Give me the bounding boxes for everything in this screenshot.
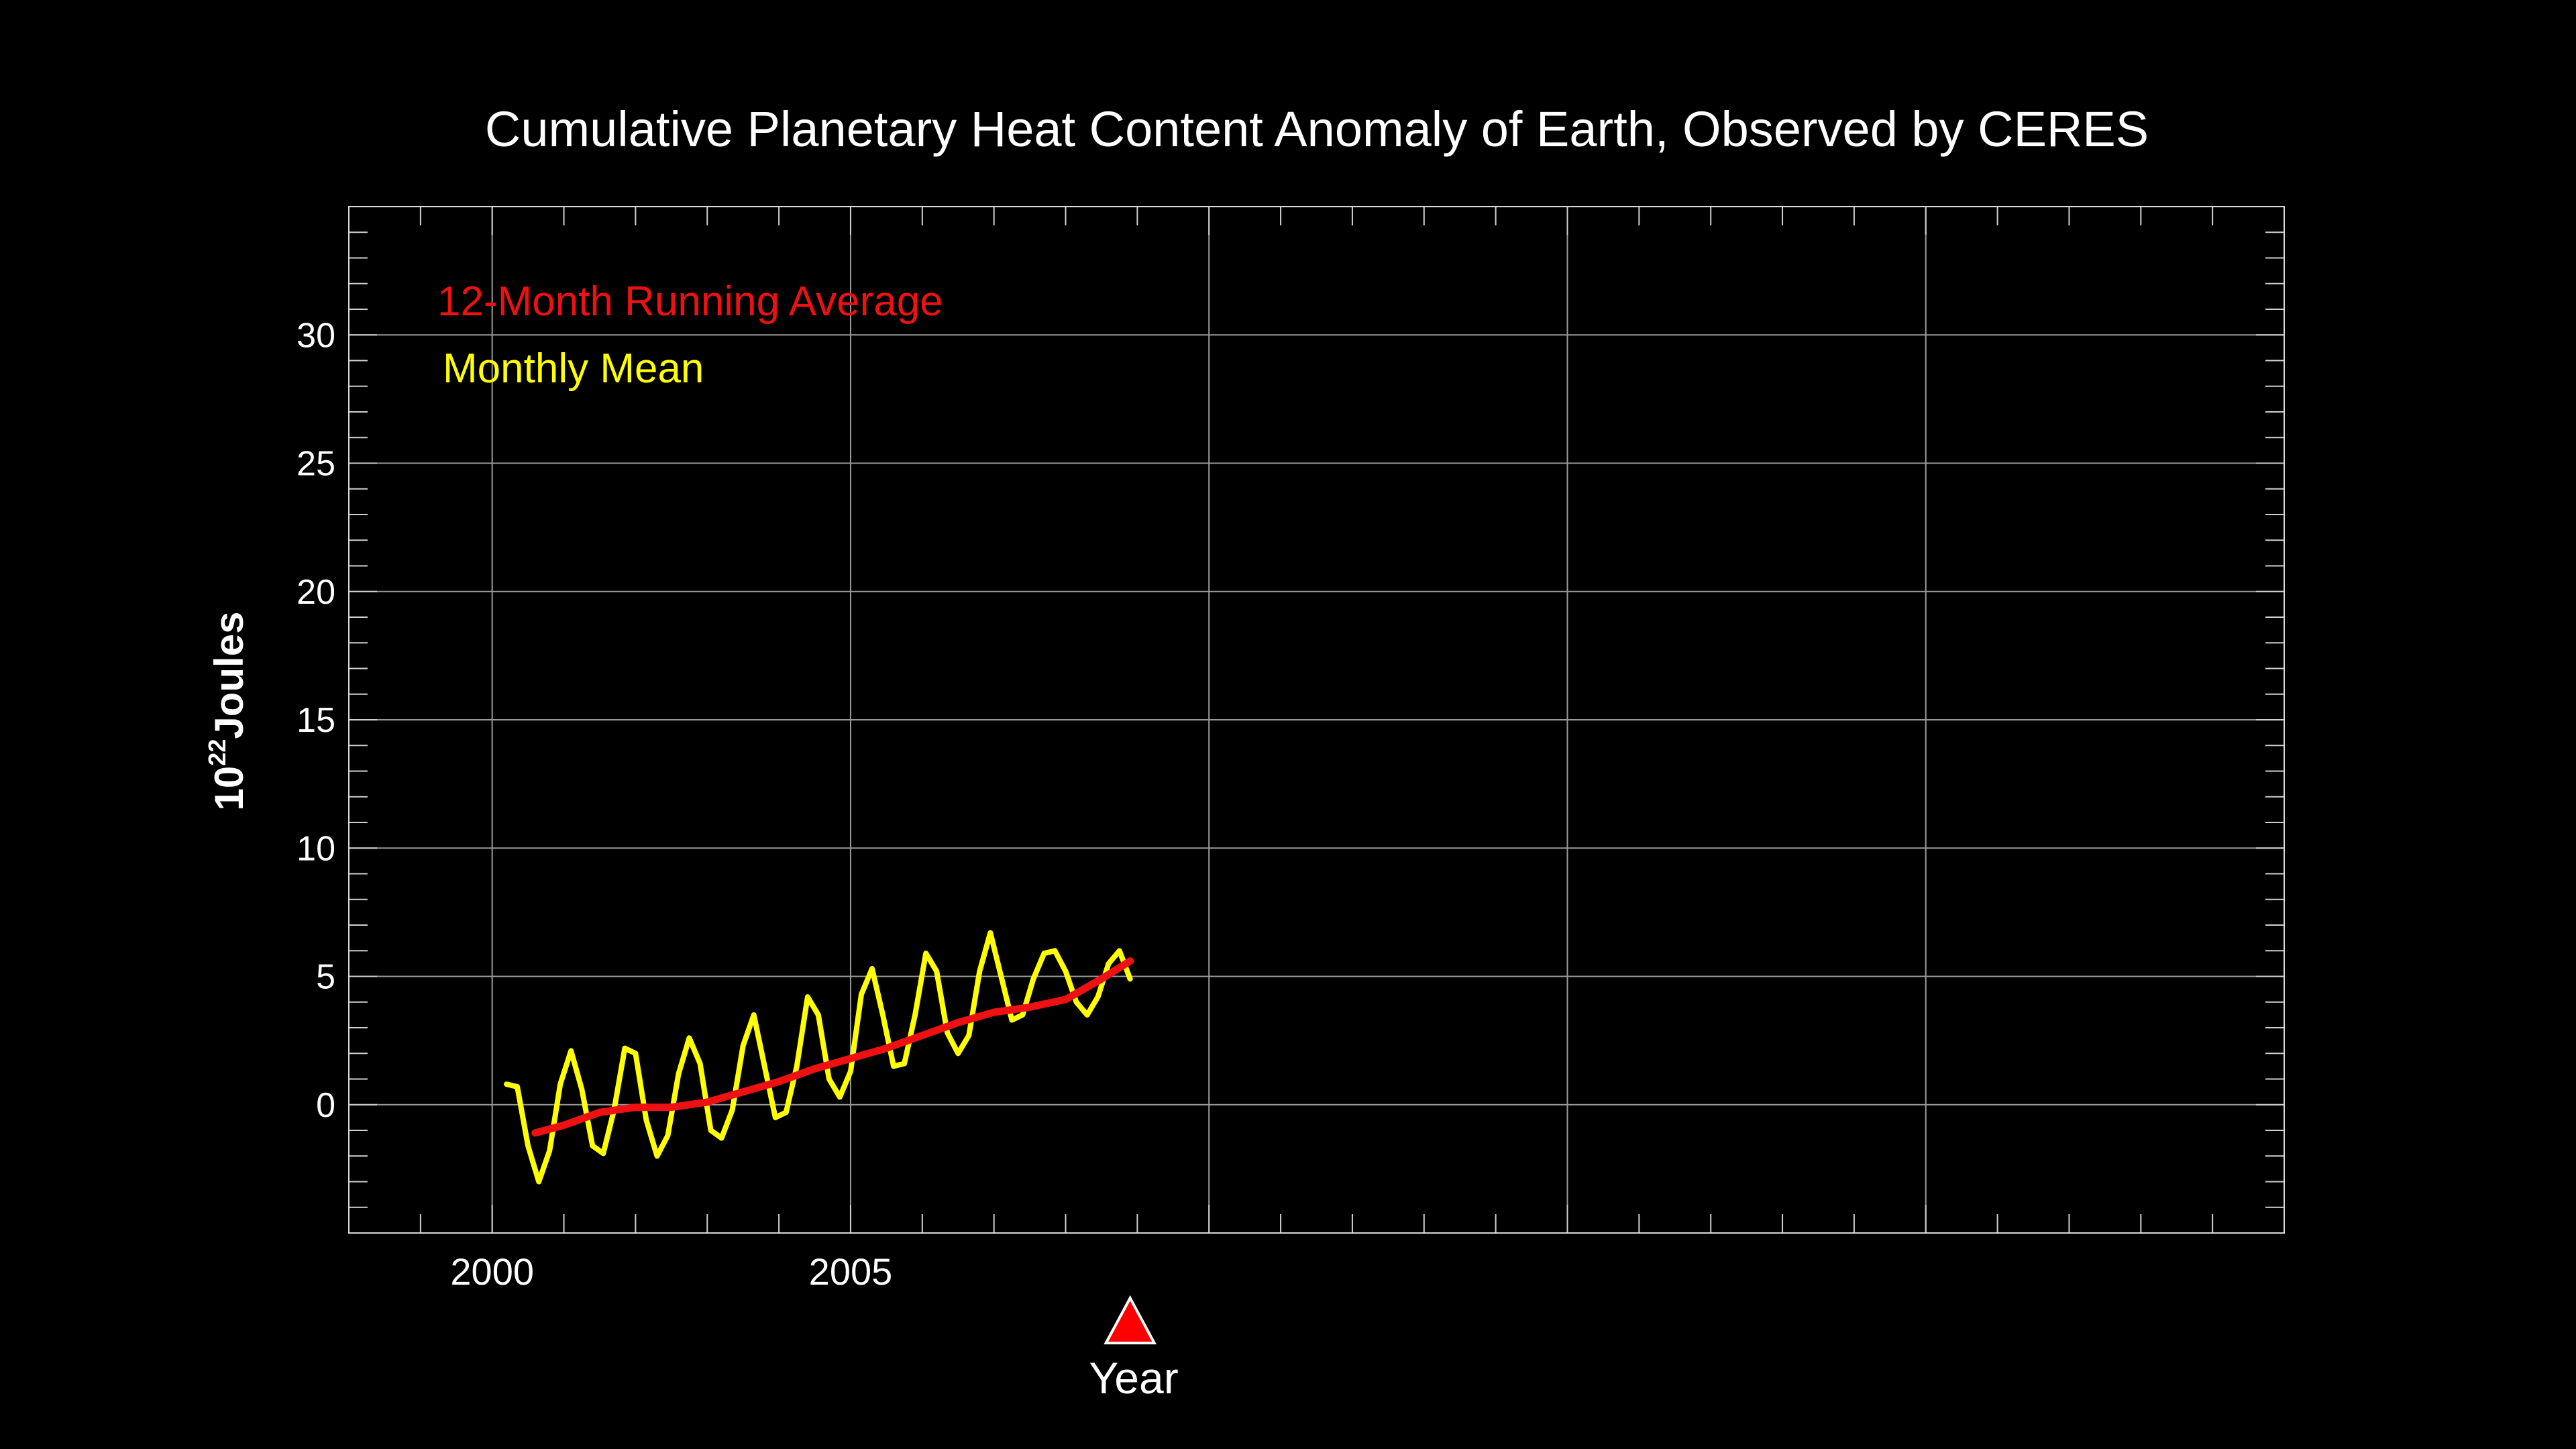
series-line-running-average — [531, 957, 1134, 1137]
legend-item-monthly-mean: Monthly Mean — [443, 345, 704, 392]
legend: 12-Month Running Average Monthly Mean — [437, 278, 943, 392]
y-axis-label: 1022Joules — [203, 612, 252, 811]
plot-frame — [348, 206, 2285, 1234]
y-tick-labels: 0 5 10 15 20 25 30 — [297, 316, 335, 1125]
y-tick-label: 5 — [316, 958, 335, 997]
y-tick-label: 25 — [297, 445, 335, 484]
x-tick-label: 2005 — [809, 1250, 893, 1293]
x-tick-labels: 2000 2005 — [450, 1250, 892, 1293]
y-axis-label-unit: Joules — [207, 612, 252, 739]
series-line-monthly-mean — [504, 930, 1133, 1185]
x-axis-label: Year — [1089, 1353, 1178, 1403]
current-year-marker-icon — [1104, 1295, 1157, 1344]
y-axis-label-base: 10 — [207, 766, 252, 811]
chart-title: Cumulative Planetary Heat Content Anomal… — [485, 101, 2149, 157]
y-axis-label-exponent: 22 — [203, 739, 231, 766]
legend-item-running-average: 12-Month Running Average — [437, 278, 943, 325]
y-tick-label: 30 — [297, 316, 335, 355]
y-tick-label: 10 — [297, 829, 335, 868]
y-tick-label: 15 — [297, 701, 335, 740]
minor-ticks — [348, 207, 2284, 1233]
y-tick-label: 0 — [316, 1086, 335, 1125]
y-tick-label: 20 — [297, 573, 335, 612]
x-tick-label: 2000 — [450, 1250, 534, 1293]
